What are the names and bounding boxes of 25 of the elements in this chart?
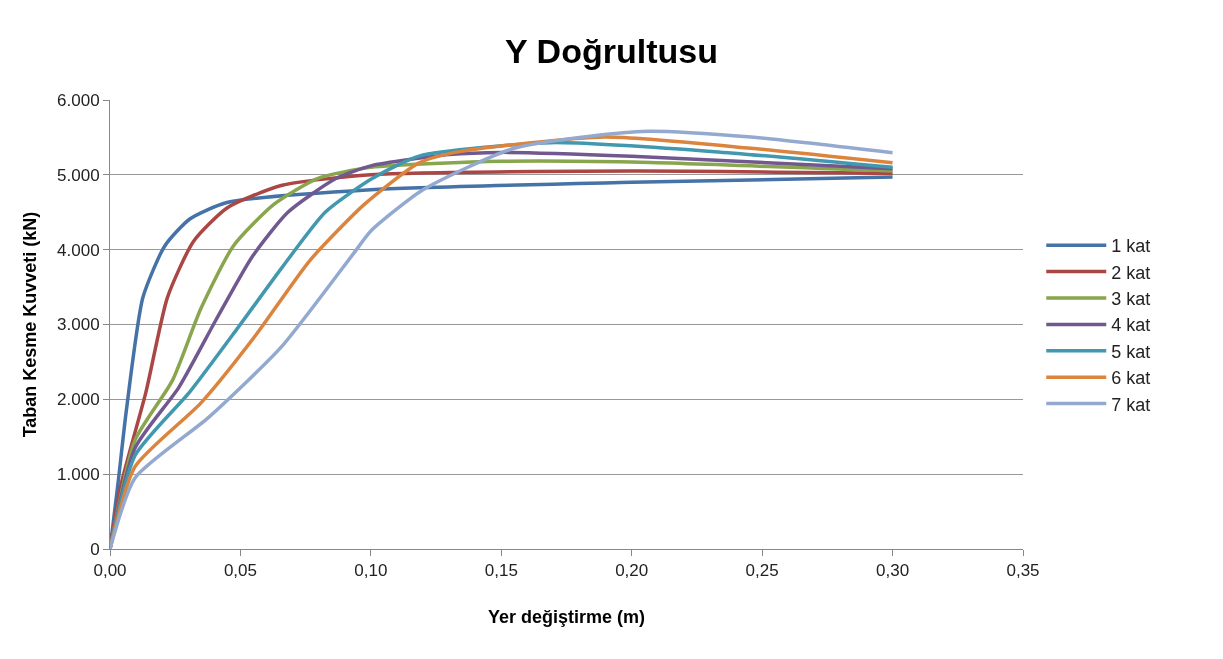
y-tick-label: 3.000 bbox=[57, 315, 100, 335]
legend-label: 2 kat bbox=[1111, 262, 1151, 283]
legend-label: 4 kat bbox=[1111, 315, 1151, 336]
legend-label: 7 kat bbox=[1111, 394, 1151, 415]
x-axis-title: Yer değiştirme (m) bbox=[487, 606, 646, 627]
y-axis-title: Taban Kesme Kuvveti (kN) bbox=[20, 211, 41, 438]
x-tick-label: 0,15 bbox=[484, 561, 518, 581]
x-tick-label: 0,20 bbox=[615, 561, 649, 581]
x-tick-label: 0,00 bbox=[93, 561, 127, 581]
legend-label: 3 kat bbox=[1111, 289, 1151, 310]
x-tick-label: 0,10 bbox=[354, 561, 388, 581]
legend-label: 1 kat bbox=[1111, 236, 1151, 257]
y-tick-label: 5.000 bbox=[57, 165, 100, 185]
chart-title: Y Doğrultusu bbox=[505, 32, 718, 71]
legend-label: 5 kat bbox=[1111, 341, 1151, 362]
x-tick-label: 0,35 bbox=[1006, 561, 1040, 581]
y-tick-label: 0 bbox=[90, 539, 100, 559]
x-tick-label: 0,25 bbox=[745, 561, 779, 581]
x-tick-label: 0,30 bbox=[876, 561, 910, 581]
legend-label: 6 kat bbox=[1111, 368, 1151, 389]
y-tick-label: 6.000 bbox=[57, 90, 100, 110]
y-tick-label: 1.000 bbox=[57, 465, 100, 485]
y-tick-label: 2.000 bbox=[57, 390, 100, 410]
x-tick-label: 0,05 bbox=[223, 561, 257, 581]
y-tick-label: 4.000 bbox=[57, 240, 100, 260]
